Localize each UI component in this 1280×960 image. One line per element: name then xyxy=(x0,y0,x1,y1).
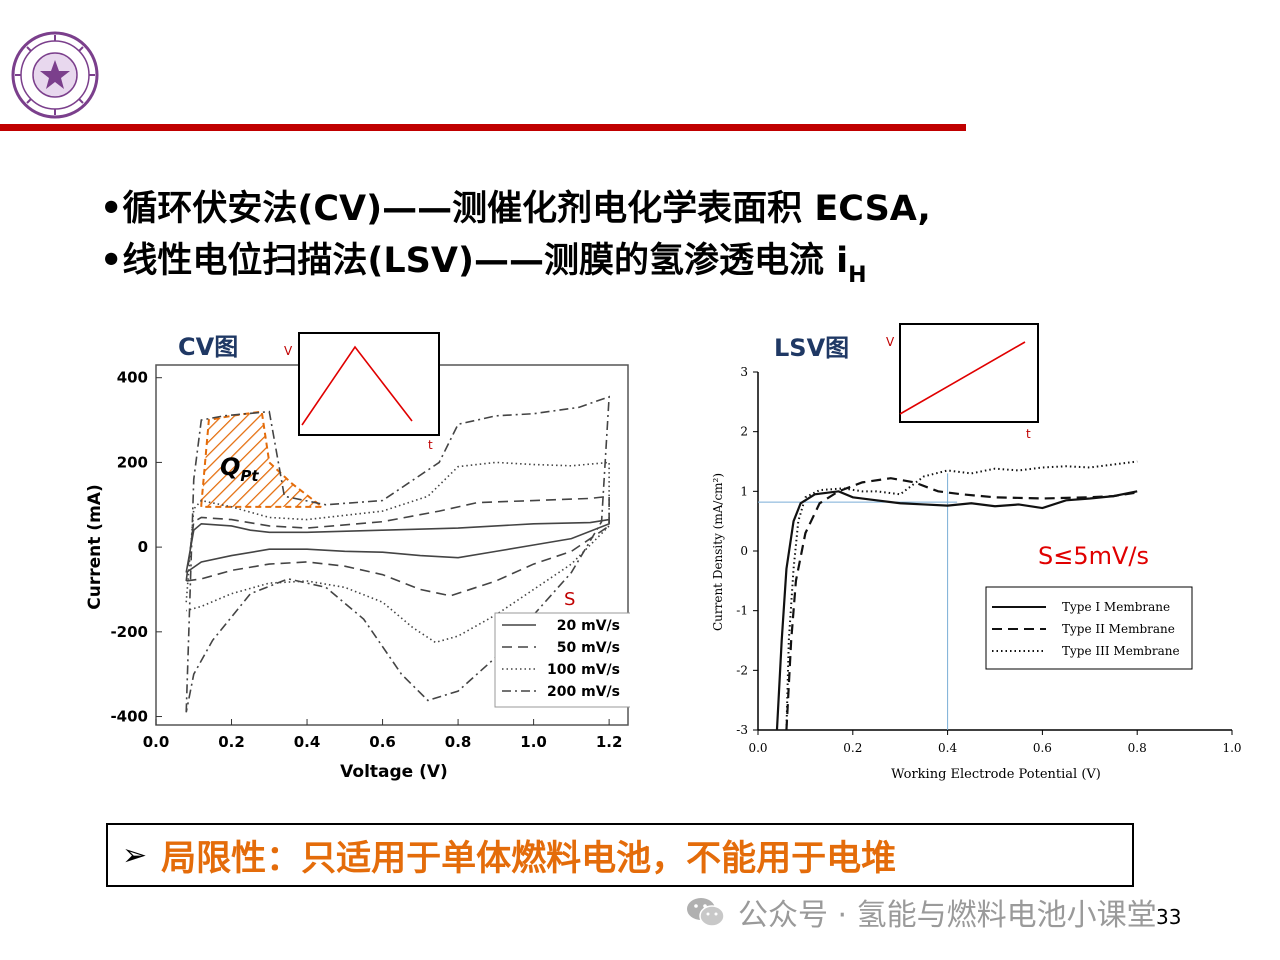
wechat-icon xyxy=(687,898,725,927)
lsv-x-tick-label: 0.8 xyxy=(1128,741,1147,755)
lsv-y-tick-label: 2 xyxy=(740,425,748,439)
cv-legend-label: 200 mV/s xyxy=(547,684,620,700)
watermark: 公众号 · 氢能与燃料电池小课堂 xyxy=(686,890,1157,934)
cv-inset-t-label: t xyxy=(428,438,433,452)
lsv-y-tick-label: -2 xyxy=(736,663,748,677)
cv-x-tick-label: 1.0 xyxy=(520,733,547,751)
bullet-lsv-text: •线性电位扫描法(LSV)——测膜的氢渗透电流 i xyxy=(100,241,849,281)
lsv-x-axis-label: Working Electrode Potential (V) xyxy=(891,767,1101,782)
lsv-y-tick-label: -1 xyxy=(736,604,748,618)
cv-y-tick-label: 400 xyxy=(117,369,148,387)
lsv-legend-box xyxy=(985,586,1193,670)
bullet-cv: •循环伏安法(CV)——测催化剂电化学表面积 ECSA, xyxy=(100,180,931,231)
cv-inset: V t xyxy=(284,332,440,452)
limitation-box: ➢ 局限性：只适用于单体燃料电池，不能用于电堆 xyxy=(106,823,1134,887)
lsv-legend-label: Type III Membrane xyxy=(1062,644,1180,658)
cv-legend-label: 50 mV/s xyxy=(557,640,620,656)
cv-chart: 0.0 0.2 0.4 0.6 0.8 1.0 1.2 400 200 0 -200 -400 CV图… xyxy=(85,332,630,782)
lsv-legend-label: Type I Membrane xyxy=(1062,600,1170,614)
cv-series-line-1 xyxy=(185,518,610,574)
cv-y-tick-label: 0 xyxy=(138,538,148,556)
lsv-series-line-3 xyxy=(785,460,1138,731)
lsv-x-tick-label: 0.6 xyxy=(1033,741,1052,755)
cv-title: CV图 xyxy=(178,333,238,361)
cv-series-line-2 xyxy=(185,495,610,597)
lsv-x-tick-label: 1.0 xyxy=(1222,741,1241,755)
lsv-legend-label: Type II Membrane xyxy=(1062,622,1175,636)
cv-y-tick-label: 200 xyxy=(117,453,148,471)
cv-x-tick-label: 0.6 xyxy=(369,733,396,751)
bullet-cv-text: •循环伏安法(CV)——测催化剂电化学表面积 ECSA, xyxy=(100,189,931,229)
cv-q-annotation: QPt xyxy=(220,453,259,485)
cv-y-tick-label: -400 xyxy=(110,708,148,726)
lsv-x-tick-label: 0.2 xyxy=(843,741,862,755)
cv-y-tick-label: -200 xyxy=(110,623,148,641)
arrow-icon: ➢ xyxy=(122,837,148,873)
lsv-inset-t-label: t xyxy=(1026,427,1031,441)
bullet-lsv: •线性电位扫描法(LSV)——测膜的氢渗透电流 iH xyxy=(100,232,867,288)
lsv-series-line-1 xyxy=(775,490,1138,731)
limitation-text: 局限性：只适用于单体燃料电池，不能用于电堆 xyxy=(161,838,897,879)
cv-x-tick-label: 0.0 xyxy=(143,733,170,751)
header-red-bar xyxy=(0,124,966,131)
lsv-y-tick-label: 3 xyxy=(740,365,748,379)
lsv-inset-v-label: V xyxy=(886,335,895,349)
cv-x-tick-label: 1.2 xyxy=(596,733,623,751)
lsv-inset: V t xyxy=(886,323,1039,441)
cv-legend-title: S xyxy=(564,589,575,610)
cv-legend-label: 100 mV/s xyxy=(547,662,620,678)
university-logo xyxy=(11,31,99,119)
cv-x-tick-label: 0.8 xyxy=(445,733,472,751)
watermark-text: 公众号 · 氢能与燃料电池小课堂 xyxy=(738,898,1157,933)
cv-x-tick-label: 0.4 xyxy=(294,733,321,751)
lsv-y-axis-label: Current Density (mA/cm²) xyxy=(711,473,725,631)
lsv-x-tick-label: 0.0 xyxy=(748,741,767,755)
lsv-chart: 0.0 0.2 0.4 0.6 0.8 1.0 3 2 1 0 -1 -2 -3 LSV图 Workin… xyxy=(711,323,1242,782)
lsv-y-tick-label: 0 xyxy=(740,544,748,558)
cv-qpt-hatched-area xyxy=(200,410,326,508)
cv-legend-label: 20 mV/s xyxy=(557,618,620,634)
bullet-lsv-subscript: H xyxy=(848,263,867,288)
lsv-x-tick-label: 0.4 xyxy=(938,741,957,755)
lsv-series-line-2 xyxy=(785,477,1138,731)
cv-x-axis-label: Voltage (V) xyxy=(340,762,448,782)
cv-y-axis-label: Current (mA) xyxy=(85,484,105,609)
page-number: 33 xyxy=(1156,905,1182,929)
cv-series-line-4 xyxy=(185,395,610,713)
lsv-annotation: S≤5mV/s xyxy=(1038,542,1149,570)
lsv-y-tick-label: -3 xyxy=(736,723,748,737)
cv-x-tick-label: 0.2 xyxy=(218,733,245,751)
cv-legend-box xyxy=(494,612,630,708)
lsv-title: LSV图 xyxy=(774,334,849,362)
cv-inset-v-label: V xyxy=(284,344,293,358)
lsv-y-tick-label: 1 xyxy=(740,484,748,498)
